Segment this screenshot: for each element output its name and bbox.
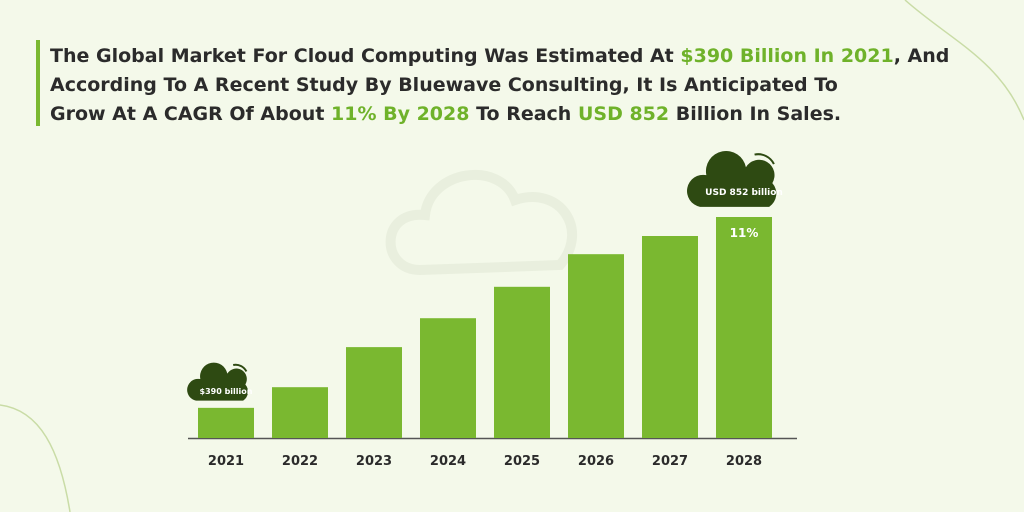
annotation: 11% — [730, 226, 759, 240]
title-segment: According To A Recent Study By Bluewave … — [50, 74, 838, 96]
title-line: According To A Recent Study By Bluewave … — [50, 74, 838, 96]
title-segment: To Reach — [469, 103, 577, 125]
title-segment: , And — [894, 45, 950, 67]
cloud-arc — [754, 153, 775, 165]
x-tick-label: 2025 — [504, 454, 540, 469]
cloud-badge: $390 billion — [187, 362, 253, 401]
title-line: Grow At A CAGR Of About 11% By 2028 To R… — [50, 103, 841, 125]
bar — [346, 347, 402, 438]
watermark-cloud — [385, 170, 577, 276]
x-tick-label: 2027 — [652, 454, 688, 469]
title-segment: Billion In Sales. — [669, 103, 841, 125]
x-tick-label: 2026 — [578, 454, 614, 469]
title-line: The Global Market For Cloud Computing Wa… — [50, 45, 949, 67]
cloud-badge: USD 852 billion — [687, 151, 783, 207]
title-segment: USD 852 — [578, 103, 669, 125]
deco-curve — [904, 0, 1024, 121]
x-tick-label: 2023 — [356, 454, 392, 469]
bar — [198, 407, 254, 438]
title-accent — [36, 40, 40, 126]
title-segment: $390 Billion In 2021 — [680, 45, 893, 67]
x-tick-label: 2028 — [726, 454, 762, 469]
deco-curve — [0, 404, 71, 512]
bar — [494, 286, 550, 438]
bar — [642, 236, 698, 438]
bar — [272, 387, 328, 438]
title-segment: 11% By 2028 — [331, 103, 469, 125]
x-tick-label: 2024 — [430, 454, 466, 469]
cloud-shape — [687, 151, 777, 207]
bar — [568, 254, 624, 438]
cloud-arc — [232, 363, 248, 373]
value-label: $390 billion — [200, 387, 253, 396]
x-tick-label: 2022 — [282, 454, 318, 469]
bar — [420, 318, 476, 438]
x-tick-label: 2021 — [208, 454, 244, 469]
title-segment: Grow At A CAGR Of About — [50, 103, 331, 125]
cloud-shape — [187, 362, 249, 401]
bar — [716, 217, 772, 438]
title-segment: The Global Market For Cloud Computing Wa… — [50, 45, 680, 67]
value-label: USD 852 billion — [705, 188, 783, 198]
